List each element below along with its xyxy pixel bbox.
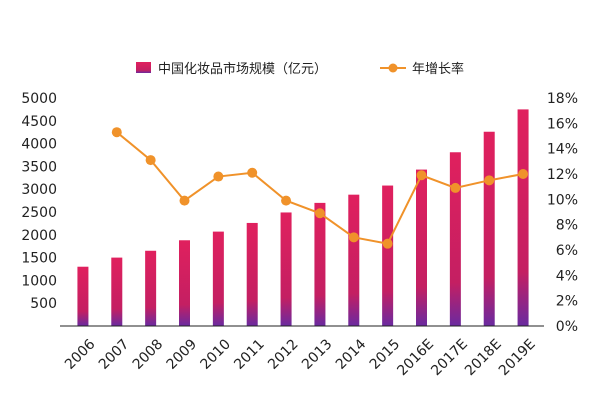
bars-layer <box>77 109 529 327</box>
bar-2010 <box>212 231 224 326</box>
y-right-tick-label: 6% <box>556 243 578 259</box>
growth-point-2010 <box>213 171 224 182</box>
y-right-tick-label: 10% <box>547 192 578 208</box>
x-tick-label: 2006 <box>62 336 99 373</box>
legend-bar-swatch <box>136 62 151 73</box>
bar-2012 <box>280 212 292 326</box>
legend-bar-label: 中国化妆品市场规模（亿元） <box>158 61 327 77</box>
x-tick-label: 2007 <box>96 336 133 373</box>
growth-point-2019E <box>518 169 529 179</box>
x-tick-label: 2008 <box>130 336 167 373</box>
y-left-tick-label: 3000 <box>21 182 57 198</box>
x-tick-label: 2016E <box>394 336 437 379</box>
growth-line-layer <box>111 127 529 249</box>
y-right-tick-label: 8% <box>556 218 578 234</box>
bar-2006 <box>77 266 89 326</box>
x-tick-label: 2014 <box>333 336 370 373</box>
growth-point-2011 <box>247 167 258 178</box>
y-right-tick-label: 16% <box>547 116 578 132</box>
y-left-tick-label: 4000 <box>21 137 57 153</box>
bar-2008 <box>145 250 157 326</box>
bar-2009 <box>179 240 190 326</box>
bar-2013 <box>314 202 326 326</box>
bar-2018E <box>483 131 495 326</box>
growth-point-2012 <box>281 195 292 206</box>
y-left-tick-label: 5000 <box>21 91 57 107</box>
growth-point-2018E <box>484 175 495 186</box>
y-right-tick-label: 0% <box>556 319 578 335</box>
y-left-tick-label: 3500 <box>21 159 57 175</box>
y-right-tick-label: 18% <box>547 91 578 107</box>
legend-line-label: 年增长率 <box>412 61 464 77</box>
x-tick-label: 2009 <box>164 336 201 373</box>
bar-2017E <box>449 152 461 326</box>
bar-2011 <box>246 222 258 326</box>
x-tick-label: 2017E <box>428 336 471 379</box>
growth-point-2008 <box>145 155 156 166</box>
y-left-tick-label: 2500 <box>21 205 57 221</box>
y-right-tick-label: 4% <box>556 268 578 284</box>
y-left-tick-label: 2000 <box>21 228 57 244</box>
growth-point-2009 <box>179 195 190 206</box>
growth-point-2017E <box>450 182 461 193</box>
y-right-tick-label: 14% <box>547 142 578 158</box>
growth-point-2015 <box>382 238 393 249</box>
growth-point-2016E <box>416 170 427 181</box>
growth-point-2007 <box>111 127 122 138</box>
x-tick-label: 2013 <box>299 336 336 373</box>
growth-point-2013 <box>314 208 325 219</box>
bar-2007 <box>111 257 123 326</box>
x-tick-label: 2011 <box>231 336 268 373</box>
bar-2015 <box>382 185 394 326</box>
y-right-tick-label: 2% <box>556 294 578 310</box>
y-right-tick-label: 12% <box>547 167 578 183</box>
x-tick-label: 2012 <box>265 336 302 373</box>
x-tick-label: 2019E <box>496 336 539 379</box>
x-tick-label: 2010 <box>197 336 234 373</box>
legend-line-marker <box>388 63 398 73</box>
y-left-tick-label: 4500 <box>21 114 57 130</box>
y-left-tick-label: 1000 <box>21 273 57 289</box>
growth-point-2014 <box>348 232 359 243</box>
y-left-tick-label: 500 <box>30 296 57 312</box>
bar-2019E <box>517 109 529 327</box>
bar-2014 <box>348 194 360 326</box>
bar-2016E <box>416 169 427 326</box>
y-left-tick-label: 1500 <box>21 251 57 267</box>
x-tick-label: 2018E <box>462 336 505 379</box>
legend: 中国化妆品市场规模（亿元） 年增长率 <box>136 61 464 77</box>
